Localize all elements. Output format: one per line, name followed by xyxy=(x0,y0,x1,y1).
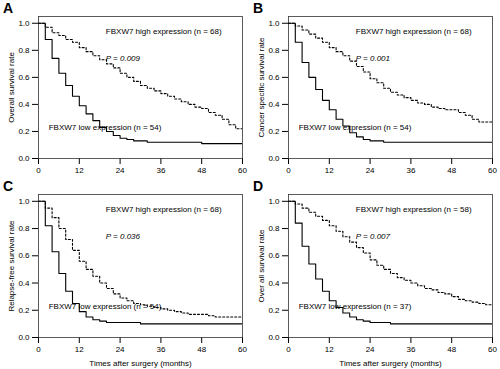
svg-text:0.2: 0.2 xyxy=(268,127,280,136)
svg-text:0.6: 0.6 xyxy=(18,73,30,82)
svg-text:1.0: 1.0 xyxy=(18,197,30,206)
svg-text:0.4: 0.4 xyxy=(18,100,30,109)
svg-text:0.6: 0.6 xyxy=(18,251,30,260)
svg-text:12: 12 xyxy=(75,345,84,354)
svg-text:Cancer specific survival rate: Cancer specific survival rate xyxy=(257,37,266,138)
svg-text:60: 60 xyxy=(488,345,497,354)
svg-text:FBXW7 low expression (n = 37): FBXW7 low expression (n = 37) xyxy=(299,302,412,311)
svg-text:Times after surgery (months): Times after surgery (months) xyxy=(339,359,442,368)
svg-text:FBXW7 low expression (n = 54): FBXW7 low expression (n = 54) xyxy=(49,123,162,132)
svg-text:0.2: 0.2 xyxy=(268,306,280,315)
svg-text:60: 60 xyxy=(238,166,247,175)
svg-text:48: 48 xyxy=(197,345,206,354)
svg-text:12: 12 xyxy=(325,166,334,175)
svg-text:FBXW7 low expression (n = 54): FBXW7 low expression (n = 54) xyxy=(49,302,162,311)
svg-text:0.2: 0.2 xyxy=(18,127,30,136)
svg-text:0.0: 0.0 xyxy=(18,333,30,342)
svg-text:0.8: 0.8 xyxy=(268,224,280,233)
svg-text:0: 0 xyxy=(36,166,41,175)
svg-text:0.6: 0.6 xyxy=(268,73,280,82)
svg-text:60: 60 xyxy=(238,345,247,354)
svg-text:0: 0 xyxy=(36,345,41,354)
svg-text:36: 36 xyxy=(156,345,165,354)
svg-text:48: 48 xyxy=(447,345,456,354)
html-text:A: A xyxy=(3,0,14,16)
svg-text:1.0: 1.0 xyxy=(268,19,280,28)
svg-text:1.0: 1.0 xyxy=(18,19,30,28)
svg-text:24: 24 xyxy=(116,166,125,175)
svg-text:0.0: 0.0 xyxy=(268,333,280,342)
svg-text:FBXW7 high expression (n = 68): FBXW7 high expression (n = 68) xyxy=(106,27,222,36)
html-text:D: D xyxy=(253,178,264,194)
svg-text:0.4: 0.4 xyxy=(268,279,280,288)
svg-text:P = 0.036: P = 0.036 xyxy=(106,232,141,241)
svg-text:0.8: 0.8 xyxy=(18,224,30,233)
html-text:B: B xyxy=(253,0,264,16)
svg-text:Over all survival rate: Over all survival rate xyxy=(257,229,266,302)
svg-text:FBXW7 high expression (n = 58): FBXW7 high expression (n = 58) xyxy=(356,205,472,214)
svg-text:36: 36 xyxy=(406,345,415,354)
svg-text:12: 12 xyxy=(325,345,334,354)
svg-text:48: 48 xyxy=(447,166,456,175)
svg-text:0.2: 0.2 xyxy=(18,306,30,315)
html-text:C: C xyxy=(3,178,14,194)
svg-text:0.0: 0.0 xyxy=(268,154,280,163)
svg-text:Relapse-free survival rate: Relapse-free survival rate xyxy=(7,220,16,312)
svg-text:0.8: 0.8 xyxy=(18,46,30,55)
svg-text:0.8: 0.8 xyxy=(268,46,280,55)
svg-text:0: 0 xyxy=(286,166,291,175)
svg-text:24: 24 xyxy=(116,345,125,354)
svg-text:P = 0.009: P = 0.009 xyxy=(106,54,141,63)
svg-text:FBXW7 low expression (n = 54): FBXW7 low expression (n = 54) xyxy=(299,123,412,132)
svg-text:36: 36 xyxy=(406,166,415,175)
svg-text:Overall survival rate: Overall survival rate xyxy=(7,52,16,123)
svg-text:60: 60 xyxy=(488,166,497,175)
svg-text:24: 24 xyxy=(366,166,375,175)
svg-text:36: 36 xyxy=(156,166,165,175)
svg-text:48: 48 xyxy=(197,166,206,175)
svg-text:0.6: 0.6 xyxy=(268,251,280,260)
svg-text:1.0: 1.0 xyxy=(268,197,280,206)
svg-text:Times after surgery (months): Times after surgery (months) xyxy=(89,359,192,368)
svg-text:0.0: 0.0 xyxy=(18,154,30,163)
svg-text:24: 24 xyxy=(366,345,375,354)
svg-text:0.4: 0.4 xyxy=(18,279,30,288)
svg-text:FBXW7 high expression (n = 68): FBXW7 high expression (n = 68) xyxy=(106,205,222,214)
svg-text:12: 12 xyxy=(75,166,84,175)
svg-text:FBXW7 high expression (n = 68): FBXW7 high expression (n = 68) xyxy=(356,27,472,36)
svg-text:0.4: 0.4 xyxy=(268,100,280,109)
svg-text:P = 0.007: P = 0.007 xyxy=(356,232,391,241)
svg-text:0: 0 xyxy=(286,345,291,354)
svg-text:P = 0.001: P = 0.001 xyxy=(356,54,390,63)
